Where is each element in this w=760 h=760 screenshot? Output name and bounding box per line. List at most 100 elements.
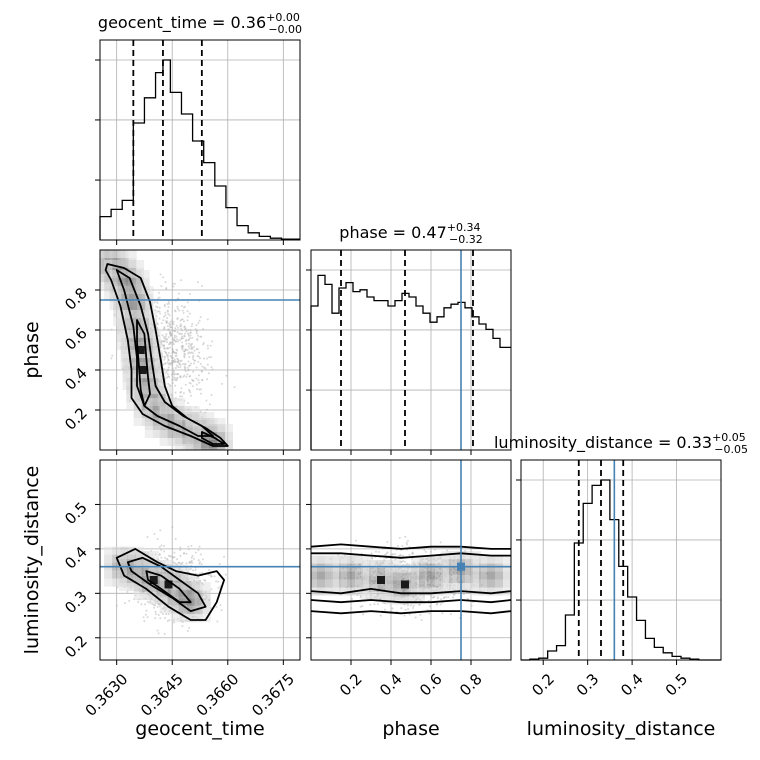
density-cell — [149, 386, 158, 394]
density-cell — [369, 568, 377, 576]
scatter-point — [166, 310, 169, 313]
scatter-point — [164, 351, 167, 354]
scatter-point — [185, 375, 188, 378]
contour-line — [115, 548, 225, 621]
density-cell — [100, 258, 105, 266]
x-tick-label: 0.8 — [456, 670, 486, 700]
density-cell — [202, 590, 211, 599]
scatter-point — [172, 323, 175, 326]
scatter-point — [192, 379, 195, 382]
density-cell — [355, 555, 363, 564]
density-cell — [465, 575, 473, 584]
scatter-point — [181, 329, 184, 332]
density-cell — [100, 250, 105, 258]
scatter-point — [206, 363, 209, 366]
density-cell — [152, 414, 161, 422]
scatter-point — [187, 360, 190, 363]
density-cell — [133, 592, 142, 600]
scatter-point — [155, 613, 158, 616]
scatter-point — [194, 551, 197, 554]
density-cell — [152, 422, 161, 430]
scatter-point — [195, 332, 198, 335]
density-cell — [417, 596, 425, 605]
scatter-point — [337, 553, 340, 556]
density-cell — [104, 276, 113, 284]
scatter-point — [174, 330, 177, 333]
scatter-point — [408, 554, 411, 557]
scatter-point — [191, 347, 194, 350]
contour-line — [311, 588, 511, 595]
density-cell — [331, 563, 339, 572]
density-cell — [479, 579, 487, 588]
scatter-point — [196, 339, 199, 342]
density-cell — [94, 242, 102, 250]
density-cell — [435, 571, 443, 580]
density-cell — [347, 579, 355, 588]
scatter-point — [410, 604, 413, 607]
density-cell — [100, 266, 105, 274]
density-cell — [100, 274, 105, 282]
scatter-point — [351, 597, 354, 600]
density-cell — [495, 579, 503, 588]
density-cell — [174, 436, 183, 444]
density-cell — [125, 278, 134, 286]
scatter-point — [198, 562, 201, 565]
x-axis-label-geocent_time: geocent_time — [135, 718, 264, 740]
scatter-point — [167, 343, 170, 346]
scatter-point — [173, 556, 176, 559]
density-cell — [168, 398, 177, 406]
density-cell — [194, 450, 202, 458]
scatter-point — [362, 613, 365, 616]
scatter-point — [187, 401, 190, 404]
density-cell — [104, 570, 113, 579]
scatter-point — [190, 556, 193, 559]
scatter-point — [194, 328, 197, 331]
density-cell — [194, 606, 203, 615]
density-cell — [191, 573, 200, 582]
density-cell — [126, 559, 135, 568]
density-cell — [141, 310, 150, 318]
density-cell — [311, 571, 317, 580]
density-cell — [174, 412, 183, 420]
density-cell — [419, 579, 427, 588]
density-cell — [126, 402, 135, 410]
scatter-point — [197, 559, 200, 562]
scatter-point — [220, 609, 223, 612]
density-cell — [134, 378, 143, 386]
density-cell — [495, 563, 503, 572]
scatter-point — [200, 370, 203, 373]
density-cell — [112, 570, 121, 579]
density-cell — [385, 572, 393, 581]
scatter-point — [165, 287, 168, 290]
density-cell — [120, 546, 129, 555]
density-cell — [183, 573, 192, 582]
scatter-point — [187, 369, 190, 372]
density-peak — [138, 366, 147, 374]
y-tick-label: 0.4 — [61, 543, 91, 573]
density-cell — [202, 450, 210, 458]
scatter-point — [178, 309, 181, 312]
scatter-point — [189, 331, 192, 334]
x-axis-label-luminosity_distance: luminosity_distance — [527, 718, 716, 740]
density-cell — [479, 555, 487, 564]
density-cell — [112, 546, 121, 555]
scatter-point — [187, 334, 190, 337]
scatter-point — [187, 332, 190, 335]
x-tick-label: 0.6 — [416, 670, 446, 700]
density-cell — [216, 424, 225, 432]
density-cell — [503, 555, 511, 564]
scatter-point — [175, 324, 178, 327]
scatter-point — [173, 282, 176, 285]
scatter-point — [398, 536, 401, 539]
density-cell — [167, 573, 176, 582]
density-cell — [411, 579, 419, 588]
density-cell — [401, 564, 409, 573]
scatter-point — [177, 340, 180, 343]
density-cell — [170, 590, 179, 599]
scatter-point — [402, 554, 405, 557]
scatter-point — [173, 334, 176, 337]
density-cell — [317, 563, 325, 572]
density-cell — [125, 270, 134, 278]
density-cell — [202, 606, 211, 615]
density-cell — [141, 592, 150, 600]
